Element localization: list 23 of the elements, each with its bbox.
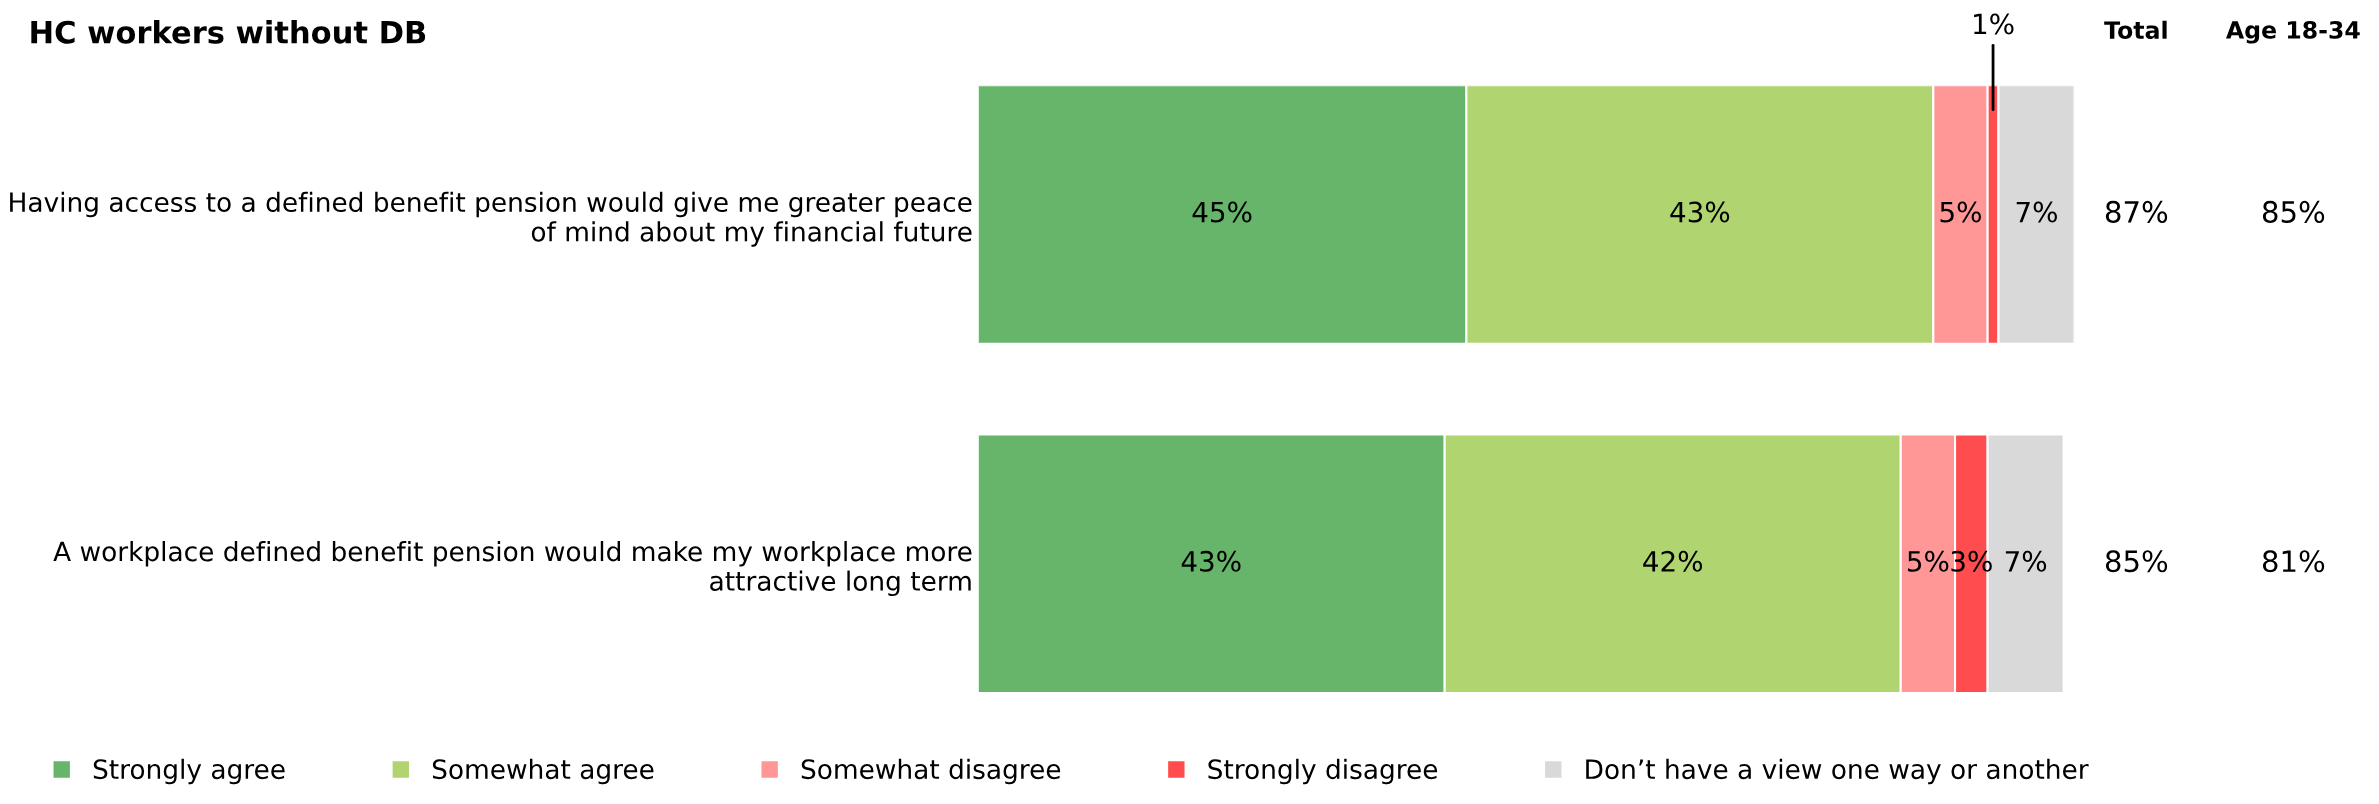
data-label: 45%	[1192, 201, 1252, 223]
data-label: 43%	[1670, 201, 1730, 223]
legend-label: Strongly agree	[93, 758, 285, 785]
data-label: 1%	[1974, 13, 2014, 35]
legend-label: Somewhat agree	[432, 758, 654, 785]
y-tick-label: Having access to a defined benefit pension would give me greater peace of mind about my financial future	[10, 191, 972, 247]
data-label: 5%	[1940, 201, 1981, 223]
text: 85%	[2105, 550, 2168, 573]
data-label: 7%	[2005, 550, 2047, 572]
y-tick-label: A workplace defined benefit pension would make my workplace more attractive long term	[53, 541, 972, 597]
data-label: 5%	[1908, 550, 1949, 572]
text: Total	[2104, 20, 2167, 40]
legend-label: Somewhat disagree	[801, 758, 1061, 785]
data-label: 7%	[2016, 201, 2057, 223]
data-label: 43%	[1181, 550, 1241, 572]
text: HC workers without DB	[31, 20, 426, 44]
text: Age 18-34	[2226, 20, 2360, 44]
text: 81%	[2262, 550, 2325, 573]
legend-label: Don’t have a view one way or another	[1586, 758, 2089, 785]
data-label: 42%	[1643, 550, 1703, 572]
text: 87%	[2105, 200, 2168, 223]
legend-label: Strongly disagree	[1208, 758, 1438, 785]
text: 85%	[2262, 200, 2325, 223]
